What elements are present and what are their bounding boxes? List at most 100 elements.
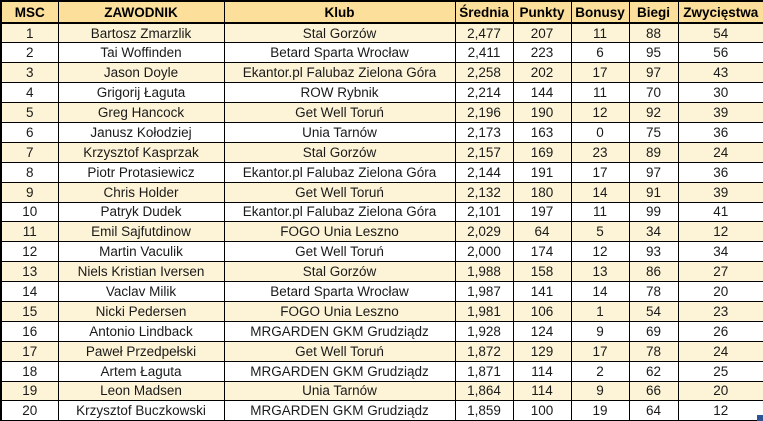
- cell-klub[interactable]: Unia Tarnów: [223, 380, 456, 402]
- cell-klub[interactable]: MRGARDEN GKM Grudziądz: [223, 400, 456, 421]
- cell-srednia[interactable]: 2,144: [454, 161, 514, 183]
- cell-biegi[interactable]: 70: [628, 82, 679, 104]
- cell-punkty[interactable]: 190: [512, 102, 572, 123]
- cell-bonusy[interactable]: 14: [570, 181, 630, 203]
- cell-biegi[interactable]: 75: [628, 121, 679, 143]
- cell-zawodnik[interactable]: Greg Hancock: [57, 102, 225, 123]
- table-resize-handle[interactable]: [757, 415, 763, 421]
- cell-biegi[interactable]: 69: [628, 320, 679, 342]
- cell-zwyciestwa[interactable]: 26: [677, 320, 763, 342]
- cell-srednia[interactable]: 1,981: [454, 300, 514, 322]
- cell-msc[interactable]: 14: [0, 281, 59, 302]
- cell-zwyciestwa[interactable]: 20: [677, 380, 763, 402]
- cell-punkty[interactable]: 144: [512, 82, 572, 104]
- cell-klub[interactable]: Ekantor.pl Falubaz Zielona Góra: [223, 201, 456, 223]
- cell-zwyciestwa[interactable]: 39: [677, 181, 763, 203]
- cell-bonusy[interactable]: 17: [570, 340, 630, 362]
- cell-srednia[interactable]: 2,132: [454, 181, 514, 203]
- cell-zawodnik[interactable]: Grigorij Łaguta: [57, 82, 225, 104]
- cell-srednia[interactable]: 1,872: [454, 340, 514, 362]
- cell-punkty[interactable]: 180: [512, 181, 572, 203]
- cell-msc[interactable]: 17: [0, 340, 59, 362]
- cell-zwyciestwa[interactable]: 27: [677, 261, 763, 283]
- cell-srednia[interactable]: 1,871: [454, 360, 514, 382]
- cell-biegi[interactable]: 64: [628, 400, 679, 421]
- cell-zawodnik[interactable]: Martin Vaculik: [57, 241, 225, 263]
- cell-punkty[interactable]: 114: [512, 380, 572, 402]
- cell-srednia[interactable]: 2,173: [454, 121, 514, 143]
- cell-zwyciestwa[interactable]: 25: [677, 360, 763, 382]
- cell-zwyciestwa[interactable]: 24: [677, 141, 763, 163]
- cell-klub[interactable]: Stal Gorzów: [223, 22, 456, 44]
- cell-bonusy[interactable]: 2: [570, 360, 630, 382]
- cell-srednia[interactable]: 1,988: [454, 261, 514, 283]
- cell-zwyciestwa[interactable]: 30: [677, 82, 763, 104]
- cell-bonusy[interactable]: 11: [570, 82, 630, 104]
- cell-bonusy[interactable]: 17: [570, 62, 630, 84]
- cell-biegi[interactable]: 92: [628, 102, 679, 123]
- cell-bonusy[interactable]: 14: [570, 281, 630, 302]
- cell-msc[interactable]: 8: [0, 161, 59, 183]
- cell-klub[interactable]: Unia Tarnów: [223, 121, 456, 143]
- cell-bonusy[interactable]: 9: [570, 320, 630, 342]
- cell-biegi[interactable]: 88: [628, 22, 679, 44]
- cell-zawodnik[interactable]: Niels Kristian Iversen: [57, 261, 225, 283]
- cell-punkty[interactable]: 124: [512, 320, 572, 342]
- cell-punkty[interactable]: 141: [512, 281, 572, 302]
- cell-zwyciestwa[interactable]: 23: [677, 300, 763, 322]
- cell-zwyciestwa[interactable]: 12: [677, 400, 763, 421]
- cell-biegi[interactable]: 95: [628, 42, 679, 64]
- cell-klub[interactable]: FOGO Unia Leszno: [223, 221, 456, 243]
- cell-klub[interactable]: Get Well Toruń: [223, 241, 456, 263]
- cell-punkty[interactable]: 100: [512, 400, 572, 421]
- cell-klub[interactable]: Betard Sparta Wrocław: [223, 281, 456, 302]
- cell-biegi[interactable]: 34: [628, 221, 679, 243]
- cell-bonusy[interactable]: 12: [570, 241, 630, 263]
- cell-srednia[interactable]: 2,101: [454, 201, 514, 223]
- cell-srednia[interactable]: 1,987: [454, 281, 514, 302]
- cell-biegi[interactable]: 54: [628, 300, 679, 322]
- cell-srednia[interactable]: 2,258: [454, 62, 514, 84]
- cell-punkty[interactable]: 163: [512, 121, 572, 143]
- cell-zawodnik[interactable]: Antonio Lindback: [57, 320, 225, 342]
- cell-bonusy[interactable]: 17: [570, 161, 630, 183]
- cell-klub[interactable]: Stal Gorzów: [223, 141, 456, 163]
- cell-zwyciestwa[interactable]: 39: [677, 102, 763, 123]
- cell-msc[interactable]: 16: [0, 320, 59, 342]
- cell-srednia[interactable]: 2,029: [454, 221, 514, 243]
- column-header-zwyciestwa[interactable]: Zwycięstwa: [677, 0, 763, 24]
- cell-biegi[interactable]: 66: [628, 380, 679, 402]
- cell-msc[interactable]: 7: [0, 141, 59, 163]
- cell-bonusy[interactable]: 0: [570, 121, 630, 143]
- cell-srednia[interactable]: 1,928: [454, 320, 514, 342]
- cell-klub[interactable]: ROW Rybnik: [223, 82, 456, 104]
- column-header-punkty[interactable]: Punkty: [512, 0, 572, 24]
- cell-klub[interactable]: FOGO Unia Leszno: [223, 300, 456, 322]
- cell-klub[interactable]: Ekantor.pl Falubaz Zielona Góra: [223, 62, 456, 84]
- cell-biegi[interactable]: 62: [628, 360, 679, 382]
- cell-zawodnik[interactable]: Krzysztof Buczkowski: [57, 400, 225, 421]
- cell-zwyciestwa[interactable]: 34: [677, 241, 763, 263]
- cell-bonusy[interactable]: 5: [570, 221, 630, 243]
- column-header-klub[interactable]: Klub: [223, 0, 456, 24]
- cell-punkty[interactable]: 174: [512, 241, 572, 263]
- cell-msc[interactable]: 2: [0, 42, 59, 64]
- cell-zwyciestwa[interactable]: 20: [677, 281, 763, 302]
- cell-bonusy[interactable]: 13: [570, 261, 630, 283]
- cell-punkty[interactable]: 114: [512, 360, 572, 382]
- cell-msc[interactable]: 18: [0, 360, 59, 382]
- cell-zawodnik[interactable]: Krzysztof Kasprzak: [57, 141, 225, 163]
- cell-zwyciestwa[interactable]: 36: [677, 161, 763, 183]
- cell-zawodnik[interactable]: Tai Woffinden: [57, 42, 225, 64]
- cell-punkty[interactable]: 64: [512, 221, 572, 243]
- cell-bonusy[interactable]: 12: [570, 102, 630, 123]
- cell-msc[interactable]: 13: [0, 261, 59, 283]
- cell-msc[interactable]: 3: [0, 62, 59, 84]
- cell-msc[interactable]: 12: [0, 241, 59, 263]
- cell-srednia[interactable]: 1,859: [454, 400, 514, 421]
- column-header-biegi[interactable]: Biegi: [628, 0, 679, 24]
- cell-zawodnik[interactable]: Jason Doyle: [57, 62, 225, 84]
- cell-bonusy[interactable]: 11: [570, 22, 630, 44]
- cell-zawodnik[interactable]: Chris Holder: [57, 181, 225, 203]
- cell-zwyciestwa[interactable]: 41: [677, 201, 763, 223]
